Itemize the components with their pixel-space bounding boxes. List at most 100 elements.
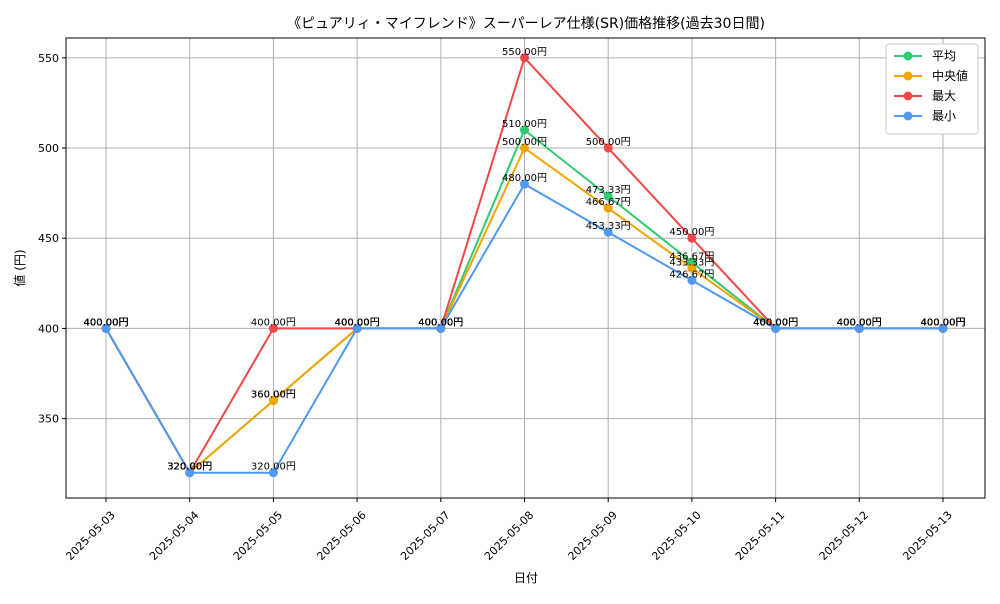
data-label: 510.00円 (502, 119, 547, 130)
data-point (687, 233, 697, 243)
y-tick-label: 450 (38, 232, 59, 245)
data-label: 433.33円 (669, 257, 714, 268)
data-label: 320.00円 (167, 462, 212, 473)
data-point (520, 179, 529, 189)
data-label: 360.00円 (251, 390, 296, 401)
data-label: 426.67円 (669, 269, 714, 280)
y-tick-label: 400 (38, 322, 59, 335)
x-tick-label: 2025-05-10 (649, 509, 703, 563)
data-label: 400.00円 (753, 317, 798, 328)
data-label: 450.00円 (669, 227, 714, 238)
data-point (101, 323, 111, 333)
legend-marker (903, 71, 913, 81)
data-label: 466.67円 (586, 197, 631, 208)
data-point (687, 275, 697, 285)
data-label: 400.00円 (837, 317, 882, 328)
data-label: 400.00円 (921, 317, 966, 328)
data-label: 400.00円 (84, 317, 129, 328)
data-label: 400.00円 (837, 317, 882, 328)
data-label: 400.00円 (84, 317, 129, 328)
legend-entry: 最大 (932, 89, 956, 103)
data-label: 400.00円 (837, 317, 882, 328)
data-point (520, 125, 529, 135)
y-tick-label: 500 (38, 142, 59, 155)
data-label: 320.00円 (251, 462, 296, 473)
x-tick-label: 2025-05-03 (63, 509, 117, 563)
data-point (603, 227, 613, 237)
data-label: 400.00円 (418, 317, 463, 328)
data-label: 400.00円 (335, 317, 380, 328)
data-label: 500.00円 (586, 137, 631, 148)
data-label: 400.00円 (418, 317, 463, 328)
data-point (268, 468, 278, 478)
data-point (603, 191, 613, 201)
data-point (268, 396, 278, 406)
x-tick-label: 2025-05-13 (900, 509, 954, 563)
data-label: 320.00円 (167, 462, 212, 473)
data-label: 400.00円 (753, 317, 798, 328)
data-label: 400.00円 (921, 317, 966, 328)
data-point (520, 143, 529, 153)
legend-entry: 最小 (932, 109, 956, 123)
legend-box (885, 43, 979, 135)
data-point (603, 143, 613, 153)
x-axis-title: 日付 (514, 571, 538, 585)
data-label: 400.00円 (335, 317, 380, 328)
data-label: 400.00円 (921, 317, 966, 328)
data-label: 480.00円 (502, 173, 547, 184)
data-label: 473.33円 (586, 185, 631, 196)
grid (66, 38, 985, 498)
data-point (436, 323, 446, 333)
x-tick-label: 2025-05-11 (733, 509, 787, 563)
data-label: 400.00円 (921, 317, 966, 328)
data-label: 550.00円 (502, 47, 547, 58)
data-point (185, 468, 195, 478)
legend-entry: 中央値 (932, 68, 968, 83)
data-point (854, 323, 864, 333)
x-tick-label: 2025-05-12 (817, 509, 871, 563)
y-axis-title: 値 (円) (12, 249, 27, 286)
data-label: 400.00円 (837, 317, 882, 328)
x-tick-label: 2025-05-05 (231, 509, 285, 563)
data-label: 360.00円 (251, 390, 296, 401)
data-label: 400.00円 (335, 317, 380, 328)
data-label: 400.00円 (84, 317, 129, 328)
data-point (352, 323, 362, 333)
data-point (268, 323, 278, 333)
legend-entry: 平均 (932, 49, 956, 63)
data-label: 320.00円 (167, 462, 212, 473)
data-label: 436.67円 (669, 251, 714, 262)
data-label: 400.00円 (84, 317, 129, 328)
data-point (603, 203, 613, 213)
x-tick-label: 2025-05-07 (398, 509, 452, 563)
data-point (520, 53, 529, 63)
data-point (687, 263, 697, 273)
legend-marker (903, 51, 913, 61)
data-label: 400.00円 (418, 317, 463, 328)
data-label: 400.00円 (251, 317, 296, 328)
data-label: 400.00円 (753, 317, 798, 328)
axis-ticks: 2025-05-03 2025-05-04 2025-05-05 2025-05-06… (38, 52, 955, 563)
data-point (771, 323, 781, 333)
data-label: 400.00円 (335, 317, 380, 328)
legend-marker (903, 111, 913, 121)
chart-title: 《ピュアリィ・マイフレンド》スーパーレア仕様(SR)価格推移(過去30日間) (287, 16, 765, 32)
data-label: 500.00円 (502, 137, 547, 148)
series-group (101, 53, 948, 478)
y-tick-label: 550 (38, 52, 59, 65)
data-point (938, 323, 948, 333)
data-labels-group: 400.00円 320.00円 360.00円 400.00円 400.00円 510.0… (84, 47, 966, 473)
y-tick-label: 350 (38, 413, 59, 426)
x-tick-label: 2025-05-06 (314, 509, 368, 563)
legend-marker (903, 91, 913, 101)
data-label: 400.00円 (753, 317, 798, 328)
plot-frame (65, 37, 986, 499)
data-label: 453.33円 (586, 221, 631, 232)
x-tick-label: 2025-05-08 (482, 509, 536, 563)
x-tick-label: 2025-05-04 (147, 509, 201, 563)
x-tick-label: 2025-05-09 (566, 509, 620, 563)
data-label: 320.00円 (167, 462, 212, 473)
